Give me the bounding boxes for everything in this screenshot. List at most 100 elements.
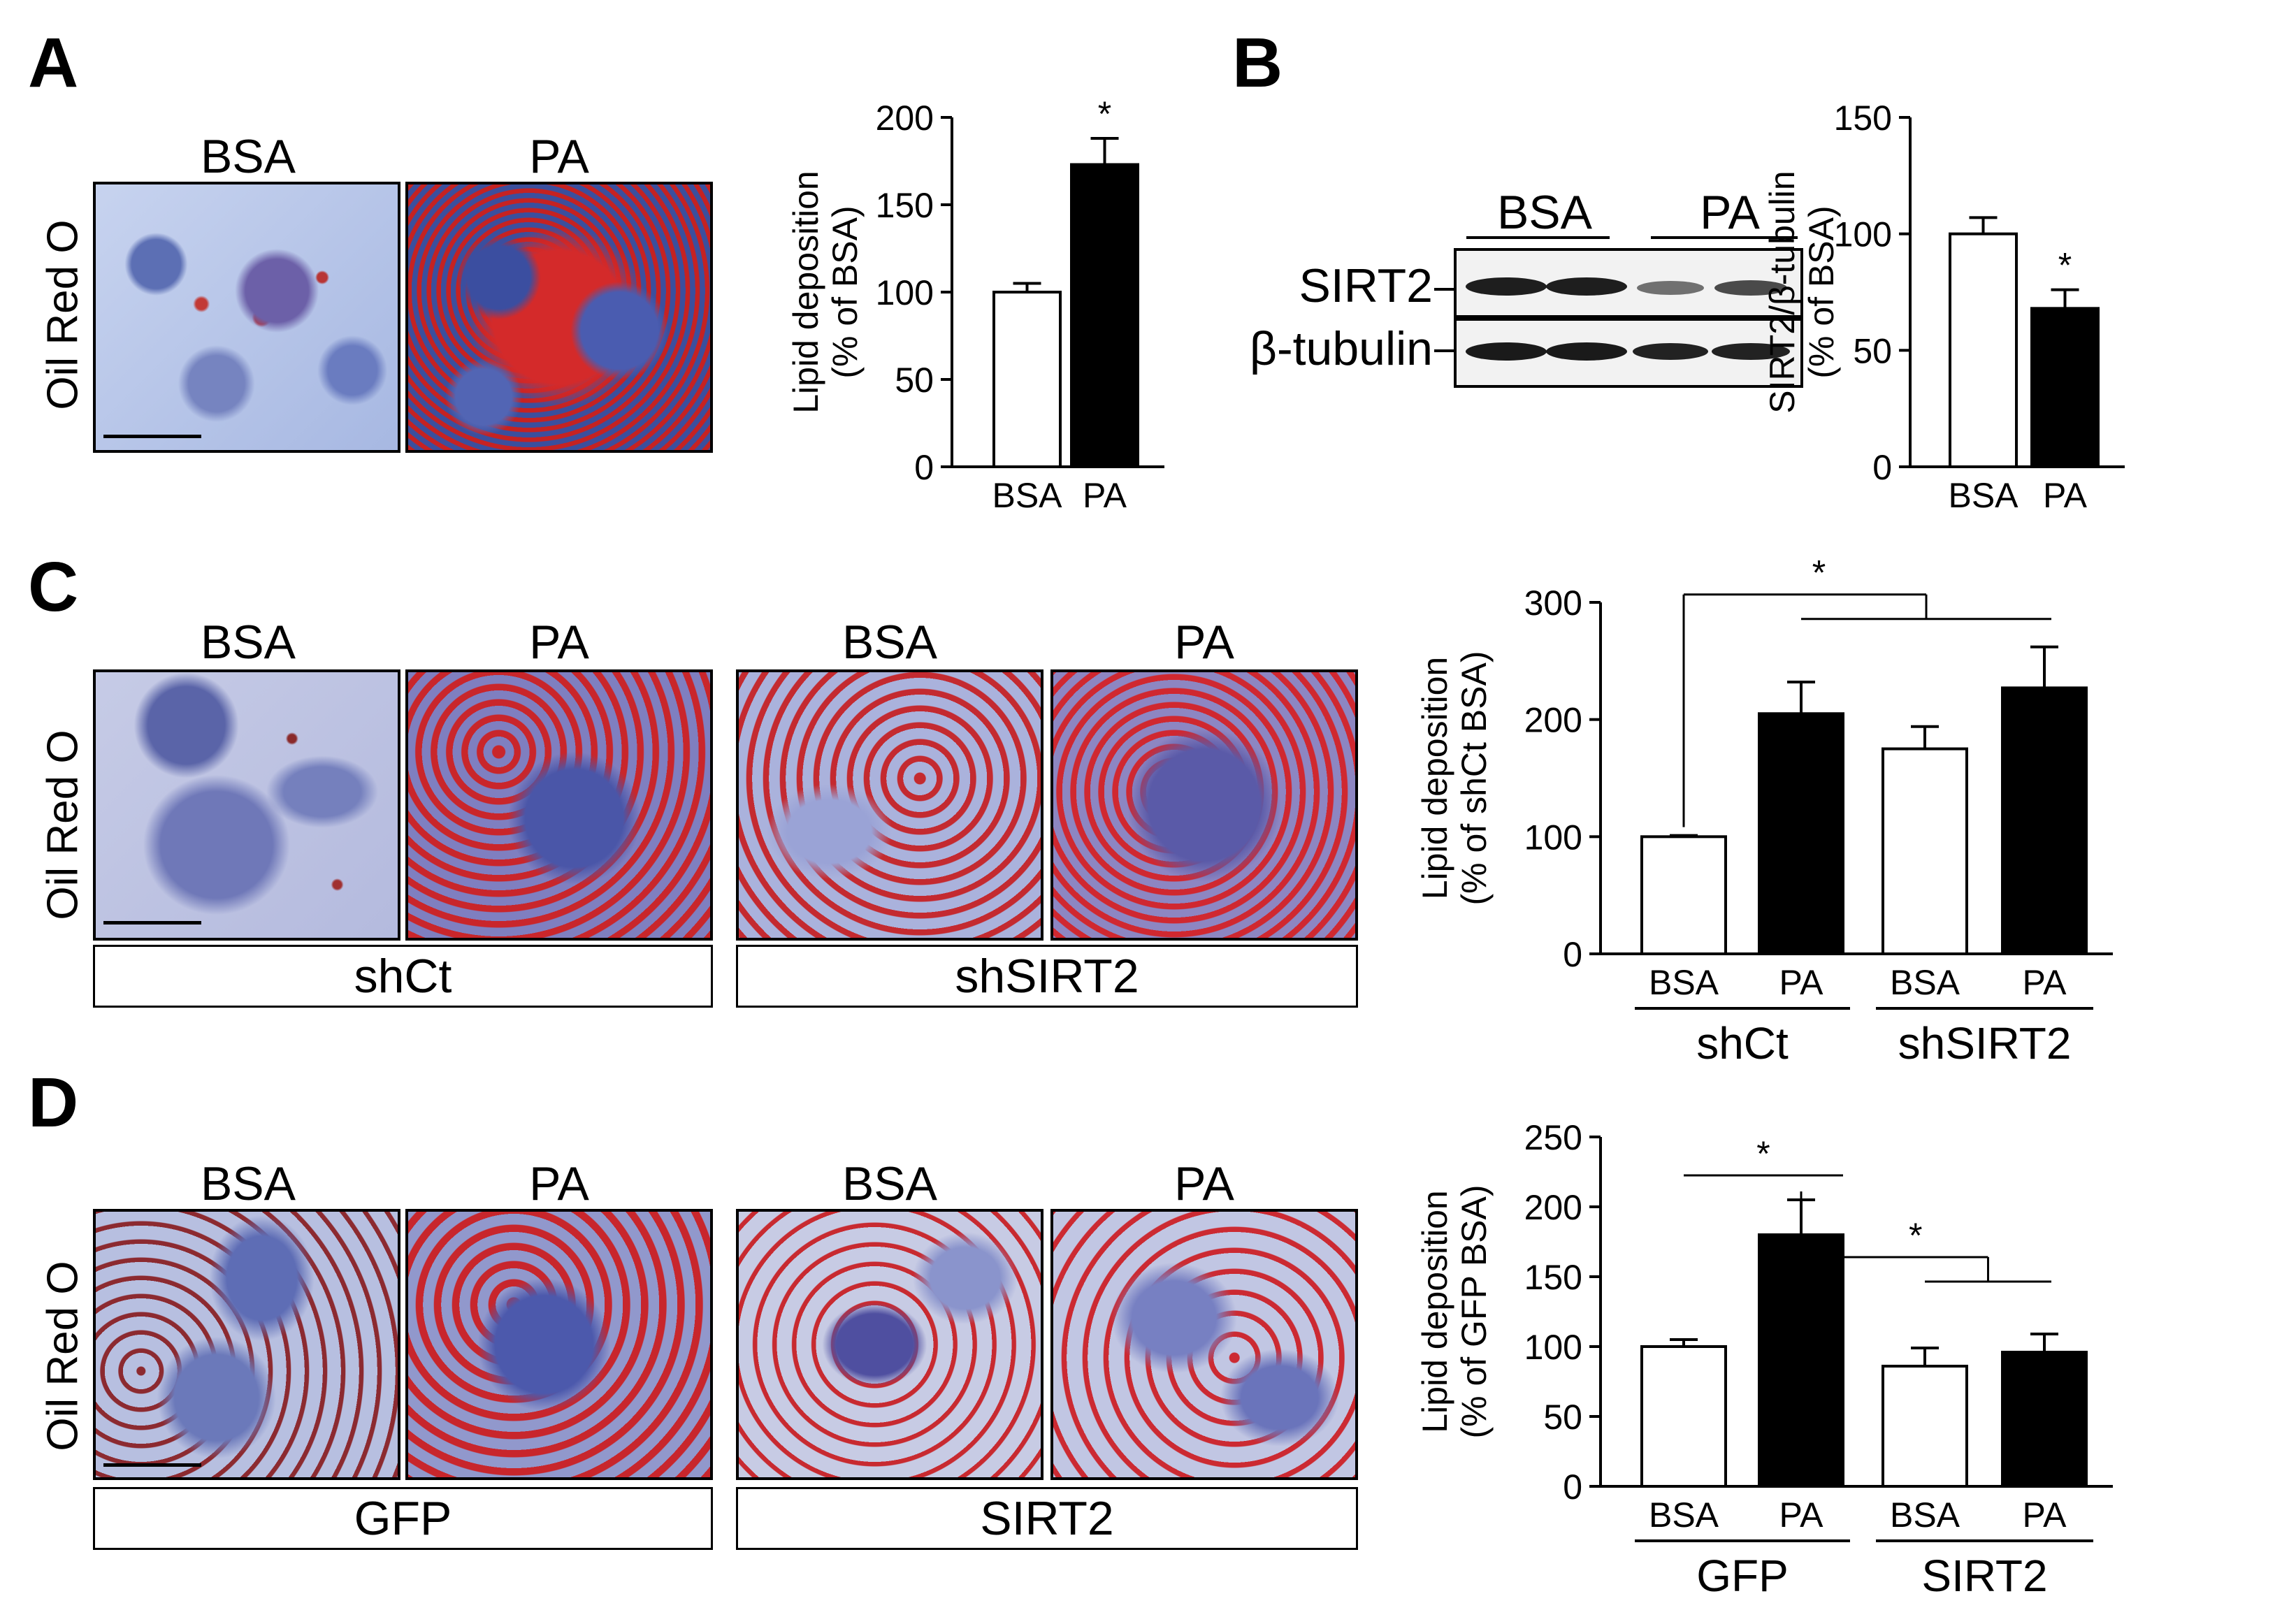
micrograph-d-gfp-pa [405,1209,713,1480]
image-label-d-2: PA [529,1157,589,1210]
blot-label-beta-tubulin: β-tubulin [1249,322,1433,375]
bar [2030,307,2100,469]
bar [1882,747,1968,956]
band-tubulin-pa-1 [1633,343,1708,360]
group-box-gfp: GFP [93,1487,713,1550]
micrograph-d-gfp-bsa [93,1209,400,1480]
image-label-a-pa: PA [529,130,589,183]
y-axis-label: (% of BSA) [825,205,865,378]
bar [1640,1345,1727,1488]
y-axis-label: (% of shCt BSA) [1454,651,1494,906]
y-axis-label: Lipid deposition [1415,1190,1454,1433]
y-tick-label: 50 [895,361,934,400]
y-tick-label: 150 [876,186,934,225]
western-blot [1454,248,1803,388]
y-tick-label: 100 [876,273,934,312]
bar [2001,1351,2088,1488]
scale-bar-a [103,435,201,438]
image-label-c-2: PA [529,616,589,669]
y-tick-label: 0 [1563,1467,1582,1507]
significance-star: * [2058,246,2072,285]
band-sirt2-bsa-2 [1546,277,1627,296]
x-tick-label: PA [1083,476,1127,515]
x-tick-label: BSA [1948,476,2018,515]
image-label-a-bsa: BSA [200,130,296,183]
y-tick-label: 150 [1524,1258,1582,1297]
chart-b: 0 50 100 150 SIRT2/β-tubulin (% of BSA) BSA PA * [1763,99,2125,515]
bar [1758,712,1844,955]
y-tick-label: 150 [1834,99,1892,138]
group-box-sirt2: SIRT2 [736,1487,1358,1550]
x-tick-label: BSA [1649,963,1719,1002]
panel-label-c: C [28,548,79,626]
band-sirt2-bsa-1 [1466,277,1547,296]
lane-group-line-pa [1651,236,1798,239]
blot-tick-beta-tubulin [1434,349,1455,352]
x-tick-label: BSA [1890,963,1960,1002]
micrograph-c-shsirt2-pa [1050,669,1358,941]
panel-label-d: D [28,1064,79,1142]
x-tick-label: PA [1779,1495,1824,1535]
y-axis-label: Lipid deposition [786,171,825,414]
x-tick-label: PA [1779,963,1824,1002]
y-axis-label: SIRT2/β-tubulin [1763,171,1802,413]
bar [1949,232,2018,468]
y-tick-label: 250 [1524,1118,1582,1157]
significance-star: * [1812,553,1826,593]
group-label: SIRT2 [1921,1551,2047,1601]
bar [1882,1365,1968,1488]
y-tick-label: 300 [1524,583,1582,623]
band-sirt2-pa-2 [1714,280,1787,296]
panel-label-a: A [28,24,79,102]
y-tick-label: 200 [1524,701,1582,740]
group-label: GFP [1696,1551,1789,1601]
micrograph-a-bsa [93,182,400,453]
lane-group-label-bsa: BSA [1496,186,1593,239]
image-label-c-4: PA [1174,616,1234,669]
y-tick-label: 0 [1563,935,1582,974]
y-tick-label: 50 [1543,1398,1582,1437]
y-tick-label: 100 [1524,1328,1582,1367]
x-tick-label: PA [2043,476,2088,515]
bar [2001,686,2088,955]
chart-a: 0 50 100 150 200 Lipid deposition (% of BSA) BS… [786,94,1164,515]
x-tick-label: BSA [1649,1495,1719,1535]
scale-bar-d [103,1463,201,1467]
group-box-shsirt2: shSIRT2 [736,945,1358,1008]
y-axis-label: (% of BSA) [1802,205,1841,378]
image-label-d-4: PA [1174,1157,1234,1210]
micrograph-c-shct-pa [405,669,713,941]
bar [992,291,1062,468]
x-tick-label: PA [2023,1495,2067,1535]
micrograph-d-sirt2-bsa [736,1209,1043,1480]
y-tick-label: 200 [1524,1188,1582,1227]
bar [1070,163,1139,468]
y-axis-label: Lipid deposition [1415,657,1454,900]
chart-c: 0 100 200 300 Lipid deposition (% of shCt BSA… [1415,553,2113,1068]
lane-group-label-pa: PA [1700,186,1760,239]
y-tick-label: 100 [1834,215,1892,254]
y-axis-label: (% of GFP BSA) [1454,1184,1494,1438]
y-tick-label: 200 [876,99,934,138]
panel-label-b: B [1232,24,1283,102]
group-label: shCt [1696,1018,1789,1068]
image-label-c-3: BSA [842,616,938,669]
x-tick-label: BSA [992,476,1062,515]
image-label-d-1: BSA [200,1157,296,1210]
x-tick-label: BSA [1890,1495,1960,1535]
y-tick-label: 50 [1853,331,1892,370]
band-sirt2-pa-1 [1637,281,1704,295]
micrograph-d-sirt2-pa [1050,1209,1358,1480]
bar [1640,835,1727,956]
chart-d: 0 50 100 150 200 250 Lipid deposition (% of GFP… [1415,1118,2113,1601]
significance-star: * [1756,1134,1770,1173]
group-box-shct: shCt [93,945,713,1008]
lane-group-line-bsa [1466,236,1610,239]
x-tick-label: PA [2023,963,2067,1002]
scale-bar-c [103,921,201,925]
significance-star: * [1909,1216,1922,1255]
bar [1758,1233,1844,1488]
blot-label-sirt2: SIRT2 [1299,259,1433,312]
band-tubulin-pa-2 [1712,343,1790,360]
